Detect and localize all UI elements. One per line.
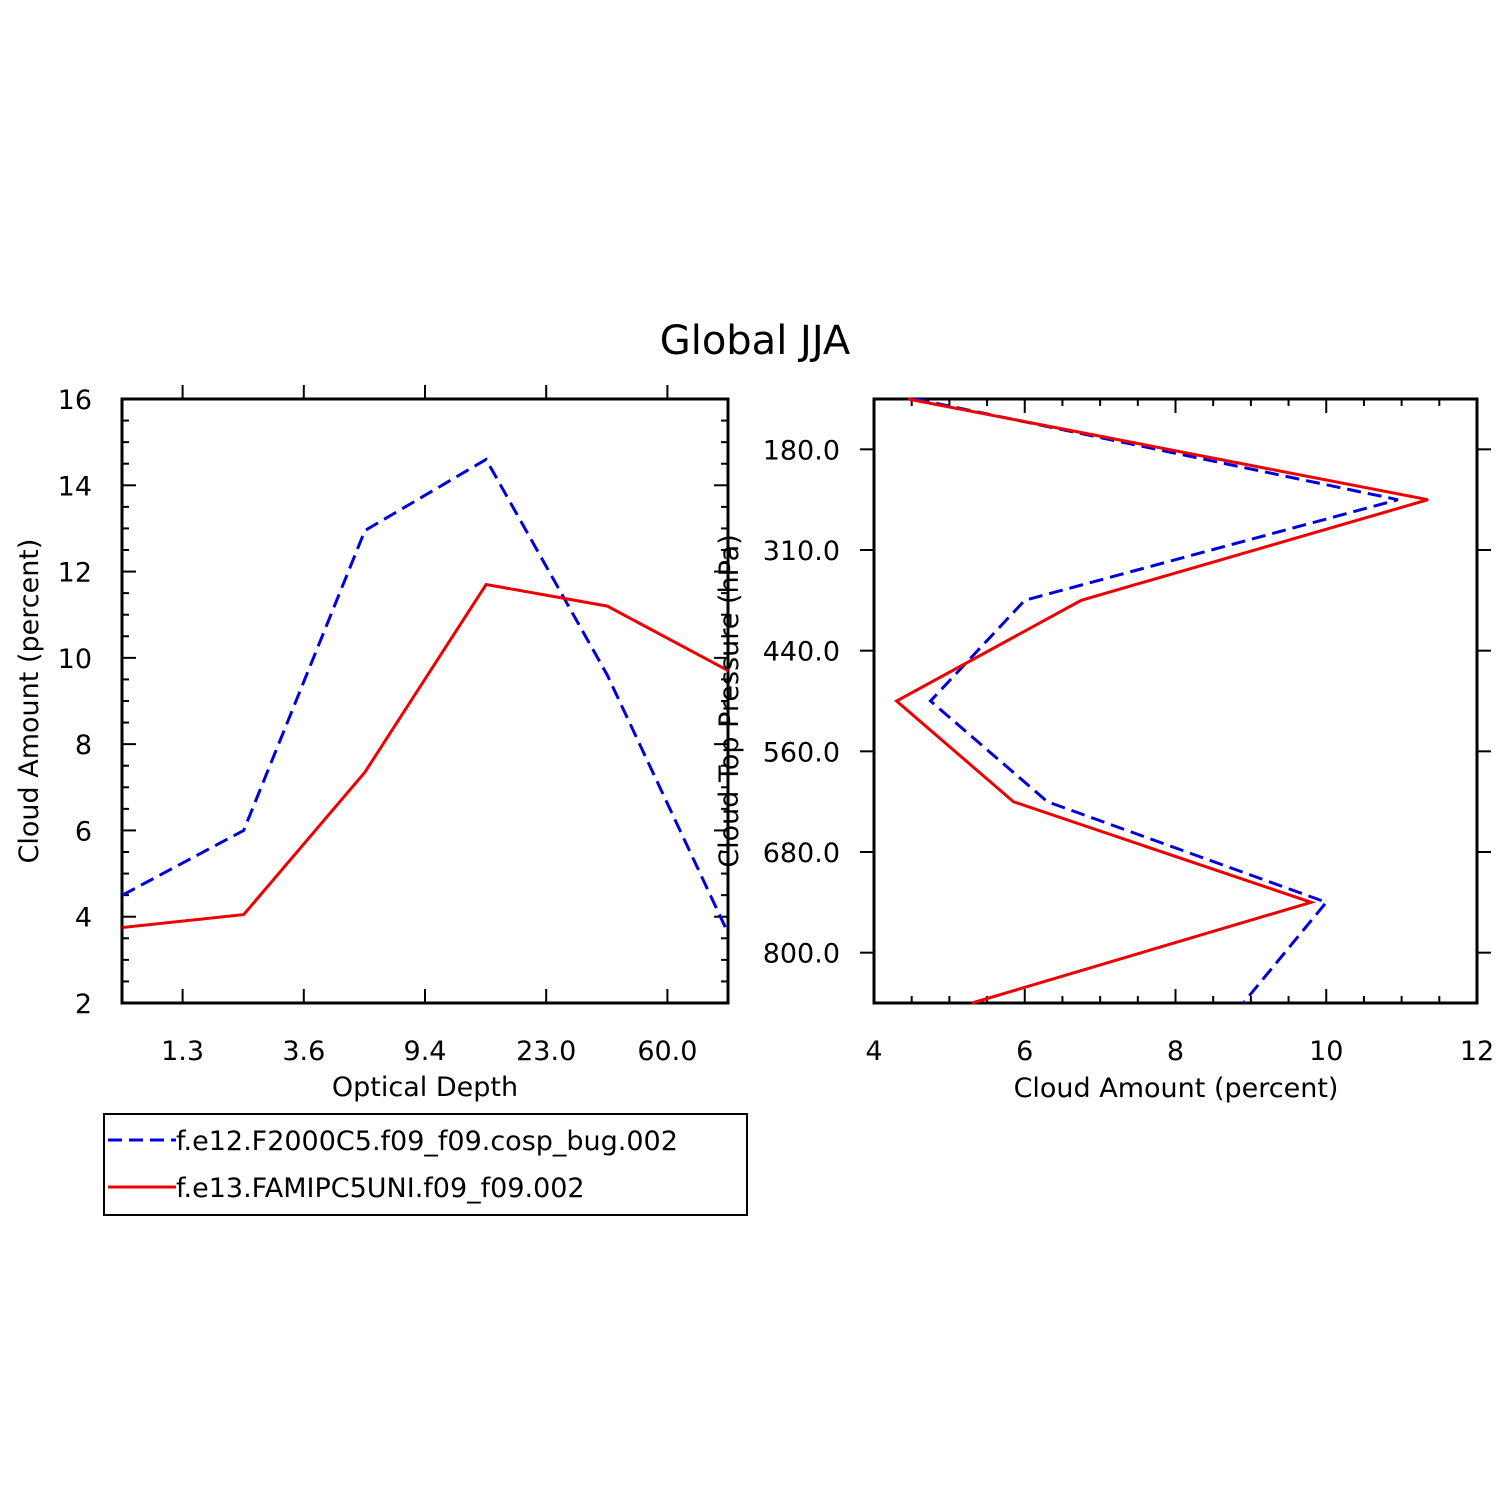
left-y-tick-label: 4 [75, 903, 92, 934]
left-series [121, 457, 730, 935]
right-x-axis-title: Cloud Amount (percent) [1014, 1073, 1339, 1104]
right-y-tick-label: 800.0 [763, 939, 840, 970]
left-y-tick-label: 14 [58, 471, 92, 502]
right-y-tick-label: 680.0 [763, 838, 840, 869]
right-y-tick-label: 560.0 [763, 737, 840, 768]
right-x-tick-label: 4 [865, 1036, 882, 1067]
right-tick-labels: 4 6 8 10 12 180.0 310.0 440.0 560.0 680.0 800.0 [763, 435, 1494, 1067]
right-plot-frame [872, 397, 1479, 1005]
right-x-tick-label: 6 [1016, 1036, 1033, 1067]
left-x-tick-label: 9.4 [404, 1036, 447, 1067]
right-x-tick-label: 12 [1460, 1036, 1494, 1067]
chart-title: Global JJA [660, 318, 851, 364]
legend: f.e12.F2000C5.f09_f09.cosp_bug.002 f.e13… [103, 1113, 748, 1216]
right-y-tick-label: 310.0 [763, 536, 840, 567]
left-y-tick-label: 2 [75, 989, 92, 1020]
right-series-line-1 [893, 397, 1429, 1005]
legend-box [103, 1113, 748, 1216]
left-plot-frame [120, 397, 730, 1005]
left-y-tick-label: 10 [58, 644, 92, 675]
left-panel: 2 4 6 8 10 12 14 16 1.3 3.6 9.4 23.0 60.0 Optical De… [14, 385, 730, 1103]
right-axis-ticks [860, 399, 1491, 1003]
right-x-tick-label: 8 [1167, 1036, 1184, 1067]
left-series-line-0 [121, 457, 730, 935]
left-x-tick-label: 60.0 [637, 1036, 697, 1067]
legend-label-1: f.e13.FAMIPC5UNI.f09_f09.002 [176, 1173, 585, 1204]
left-tick-labels: 2 4 6 8 10 12 14 16 1.3 3.6 9.4 23.0 60.0 [58, 385, 698, 1067]
right-series [893, 397, 1429, 1005]
right-x-tick-label: 10 [1309, 1036, 1343, 1067]
left-x-tick-label: 1.3 [161, 1036, 204, 1067]
left-y-tick-label: 16 [58, 385, 92, 416]
legend-label-0: f.e12.F2000C5.f09_f09.cosp_bug.002 [176, 1126, 678, 1157]
left-x-tick-label: 3.6 [282, 1036, 325, 1067]
left-x-tick-label: 23.0 [516, 1036, 576, 1067]
right-y-axis-title: Cloud Top Pressure (hPa) [714, 534, 745, 868]
left-axis-ticks [122, 385, 728, 1004]
right-series-line-0 [915, 397, 1399, 1004]
left-y-axis-title: Cloud Amount (percent) [14, 539, 45, 864]
right-panel: 4 6 8 10 12 180.0 310.0 440.0 560.0 680.0 800.0 Cl… [714, 397, 1494, 1104]
left-series-line-1 [122, 582, 730, 929]
right-y-tick-label: 180.0 [763, 435, 840, 466]
left-y-tick-label: 12 [58, 558, 92, 589]
left-y-tick-label: 6 [75, 816, 92, 847]
left-x-axis-title: Optical Depth [332, 1072, 518, 1103]
left-y-tick-label: 8 [75, 730, 92, 761]
right-y-tick-label: 440.0 [763, 637, 840, 668]
